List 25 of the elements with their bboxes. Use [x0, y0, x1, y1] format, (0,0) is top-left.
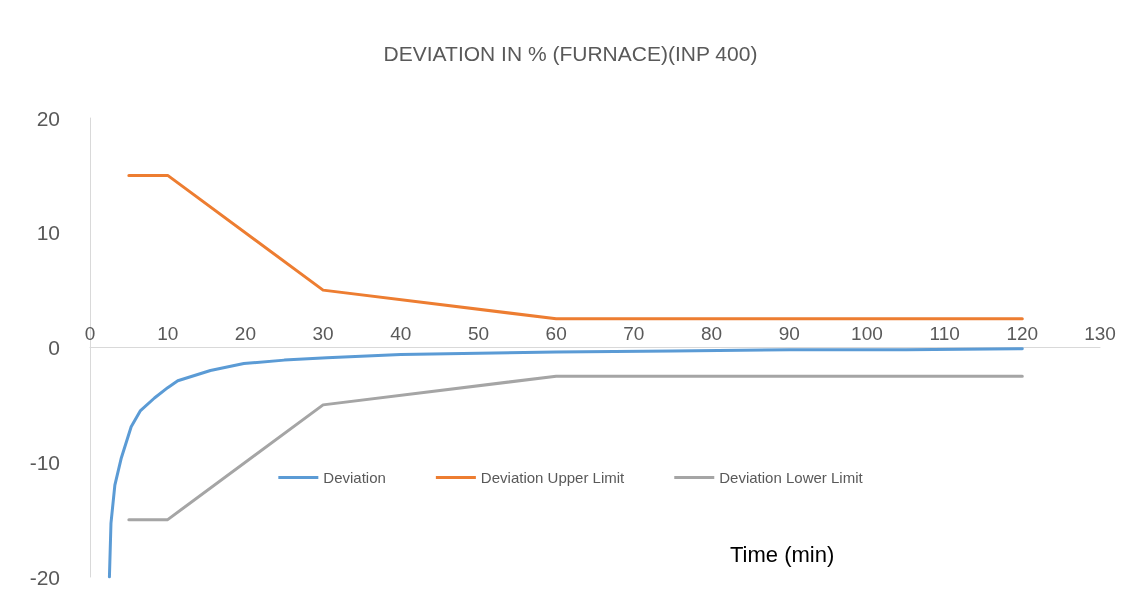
y-tick-label: -20	[29, 565, 60, 589]
x-tick-label: 50	[467, 322, 490, 344]
x-tick-label: 80	[700, 322, 723, 344]
legend-label: Deviation Lower Limit	[719, 469, 864, 486]
x-tick-label: 0	[84, 322, 96, 344]
x-tick-label: 110	[929, 322, 960, 344]
legend-label: Deviation	[323, 469, 386, 486]
x-tick-label: 20	[234, 322, 256, 344]
x-tick-label: 90	[778, 322, 800, 344]
y-tick-label: -10	[29, 450, 60, 474]
x-tick-label: 40	[390, 322, 412, 344]
x-tick-label: 100	[851, 322, 883, 344]
line-series	[107, 347, 1024, 579]
x-tick-label: 10	[157, 322, 179, 344]
chart-title: DEVIATION IN % (FURNACE)(INP 400)	[383, 42, 758, 65]
x-tick-label: 130	[1084, 322, 1116, 344]
y-tick-label: 20	[36, 106, 60, 130]
x-tick-label: 120	[1006, 322, 1039, 344]
x-tick-label: 60	[545, 322, 567, 344]
y-tick-label: 10	[36, 221, 60, 245]
x-tick-label: 30	[312, 322, 334, 344]
x-axis-title: Time (min)	[730, 541, 835, 567]
legend-label: Deviation Upper Limit	[480, 469, 626, 486]
x-tick-label: 70	[623, 322, 645, 344]
y-tick-label: 0	[48, 336, 60, 359]
